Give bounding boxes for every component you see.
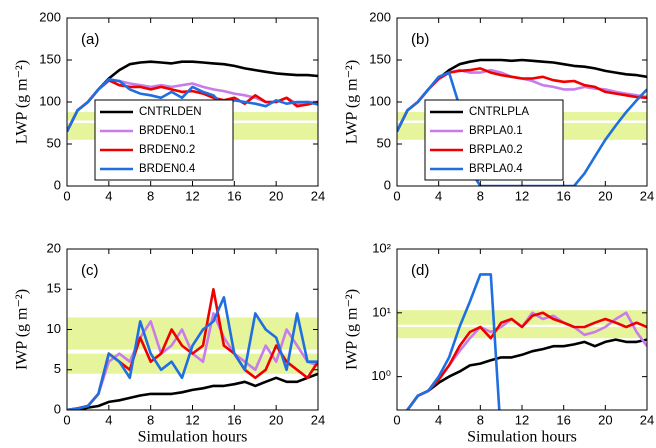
x-tick-label: 20 [598, 188, 612, 203]
y-tick-label: 0 [54, 177, 61, 192]
y-tick-label: 15 [47, 281, 61, 296]
series-line [405, 311, 647, 410]
x-tick-label: 12 [515, 188, 529, 203]
y-axis-label: LWP (g m⁻²) [14, 60, 31, 144]
x-tick-label: 4 [435, 412, 442, 427]
legend-box [94, 99, 234, 181]
y-axis-label: IWP (g m⁻²) [14, 289, 31, 370]
legend-label: CNTRLDEN [139, 106, 202, 118]
x-tick-label: 8 [147, 188, 154, 203]
x-tick-label: 4 [105, 412, 112, 427]
y-tick-label: 10¹ [372, 304, 391, 319]
x-tick-label: 8 [477, 188, 484, 203]
x-tick-label: 20 [269, 412, 283, 427]
series-line [405, 273, 501, 410]
x-tick-label: 16 [227, 188, 241, 203]
y-tick-label: 5 [54, 361, 61, 376]
y-tick-label: 50 [377, 135, 391, 150]
series-line [397, 71, 647, 186]
x-tick-label: 20 [598, 412, 612, 427]
x-tick-label: 16 [556, 188, 570, 203]
x-tick-label: 12 [185, 188, 199, 203]
x-tick-label: 0 [393, 412, 400, 427]
y-tick-label: 10² [372, 240, 391, 255]
panel-label: (d) [411, 262, 429, 279]
x-tick-label: 8 [147, 412, 154, 427]
y-tick-label: 200 [39, 9, 61, 24]
y-tick-label: 150 [369, 51, 391, 66]
x-tick-label: 24 [640, 412, 654, 427]
y-tick-label: 200 [369, 9, 391, 24]
obs-band [397, 326, 647, 339]
y-tick-label: 100 [39, 93, 61, 108]
x-tick-label: 24 [640, 188, 654, 203]
panel-label: (b) [411, 31, 429, 48]
y-tick-label: 10 [47, 321, 61, 336]
x-tick-label: 12 [515, 412, 529, 427]
y-tick-label: 0 [384, 177, 391, 192]
plot-area [67, 288, 318, 410]
y-tick-label: 0 [54, 401, 61, 416]
plot-area [397, 273, 647, 410]
legend-label: BRDEN0.4 [139, 163, 196, 175]
x-tick-label: 0 [63, 188, 70, 203]
legend-label: BRPLA0.2 [469, 144, 523, 156]
y-tick-label: 20 [47, 240, 61, 255]
series-line [67, 372, 318, 410]
series-line [67, 78, 318, 132]
x-tick-label: 20 [269, 188, 283, 203]
legend-label: BRDEN0.2 [139, 144, 195, 156]
series-line [405, 338, 647, 410]
obs-band [397, 310, 647, 325]
panel-label: (a) [81, 31, 99, 48]
y-tick-label: 150 [39, 51, 61, 66]
x-tick-label: 24 [311, 412, 325, 427]
y-tick-label: 100 [369, 93, 391, 108]
x-tick-label: 0 [393, 188, 400, 203]
panel-label: (c) [81, 262, 99, 279]
series-line [67, 296, 318, 410]
y-tick-label: 50 [47, 135, 61, 150]
x-tick-label: 4 [105, 188, 112, 203]
y-axis-label: IWP (g m⁻²) [344, 289, 361, 370]
legend-label: BRPLA0.1 [469, 125, 523, 137]
x-tick-label: 4 [435, 188, 442, 203]
y-tick-label: 10⁰ [371, 368, 391, 383]
x-tick-label: 16 [227, 412, 241, 427]
legend-label: BRDEN0.1 [139, 125, 195, 137]
x-tick-label: 24 [311, 188, 325, 203]
x-axis-label: Simulation hours [467, 429, 577, 446]
x-axis-label: Simulation hours [138, 429, 248, 446]
x-tick-label: 0 [63, 412, 70, 427]
x-tick-label: 8 [477, 412, 484, 427]
legend-label: BRPLA0.4 [469, 163, 523, 175]
x-tick-label: 12 [185, 412, 199, 427]
legend-box [424, 99, 564, 181]
y-axis-label: LWP (g m⁻²) [344, 60, 361, 144]
x-tick-label: 16 [556, 412, 570, 427]
legend-label: CNTRLPLA [469, 106, 529, 118]
